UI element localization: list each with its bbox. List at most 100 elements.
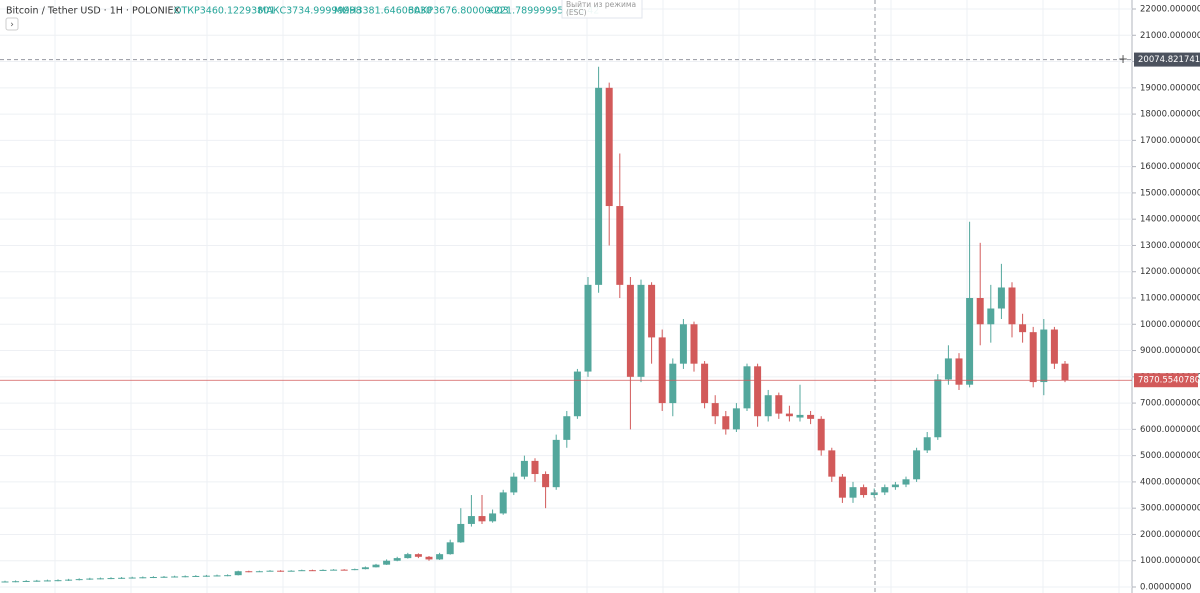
candle-body (414, 554, 422, 557)
candle-body (171, 576, 179, 578)
candle-body (224, 575, 232, 577)
ohlc-low: МИН3381.64606030 (334, 6, 432, 17)
candle-body (997, 287, 1005, 309)
candle-body (764, 395, 772, 417)
candle-body (510, 476, 518, 493)
candle-body (743, 366, 751, 409)
candle-body (499, 492, 507, 514)
candle-body (22, 580, 30, 582)
tooltip-line: (ESC) (566, 8, 587, 17)
candle-body (584, 284, 592, 372)
y-tick-label: 5000.00000000 (1140, 451, 1200, 461)
ohlc-change: +221.78999995 (+6.42 (486, 6, 599, 17)
crosshair-price-box (1134, 52, 1200, 67)
candle-body (552, 439, 560, 488)
candle-body (86, 578, 94, 580)
y-tick-label: 1000.00000000 (1140, 556, 1200, 566)
candle-body (351, 569, 359, 571)
symbol-title: Bitcoin / Tether USD · 1H · POLONIEX (6, 6, 181, 17)
candle-body (870, 492, 878, 496)
overlay: 7870.55407801 20074.82174109 + (0, 52, 1200, 388)
candle-body (266, 570, 274, 572)
candle-body (605, 87, 613, 207)
candle-body (446, 542, 454, 555)
y-tick-label: 19000.00000000 (1140, 83, 1200, 93)
candle-body (860, 487, 868, 496)
candle-body (626, 284, 634, 377)
candles (1, 66, 1069, 583)
candle-body (944, 358, 952, 380)
last-price-box (1134, 373, 1198, 388)
candle-body (340, 569, 348, 571)
candle-body (648, 284, 656, 338)
candle-body (796, 414, 804, 418)
y-tick-label: 10000.00000000 (1140, 320, 1200, 330)
crosshair-price-label: 20074.82174109 (1138, 55, 1200, 65)
candle-body (881, 487, 889, 493)
candle-body (1029, 332, 1037, 383)
candle-body (118, 577, 126, 579)
candle-body (33, 580, 41, 582)
expand-button[interactable] (5, 17, 19, 31)
candle-body (319, 569, 327, 571)
candle-body (637, 284, 645, 377)
candle-body (12, 581, 20, 583)
candle-body (679, 324, 687, 364)
candle-body (404, 554, 412, 559)
candle-body (701, 363, 709, 404)
y-tick-label: 14000.00000000 (1140, 215, 1200, 225)
tooltip-box (561, 0, 643, 19)
candle-body (531, 460, 539, 475)
candle-body (160, 576, 168, 578)
candle-body (595, 87, 603, 285)
candle-body (722, 416, 730, 430)
y-tick-label: 6000.00000000 (1140, 425, 1200, 435)
candle-body (372, 564, 380, 568)
candle-body (139, 577, 147, 579)
expand-icon: › (10, 20, 14, 30)
last-price-label: 7870.55407801 (1138, 376, 1200, 386)
candle-body (255, 571, 263, 573)
candle-body (934, 379, 942, 438)
candle-body (457, 523, 465, 543)
candle-body (308, 570, 316, 572)
candle-body (785, 413, 793, 417)
candle-body (987, 308, 995, 325)
candle-body (891, 484, 899, 488)
candle-body (436, 554, 444, 560)
y-tick-label: 11000.00000000 (1140, 294, 1200, 304)
candle-body (966, 298, 974, 385)
candle-body (658, 337, 666, 404)
crosshair-plus: + (1118, 52, 1128, 66)
ohlc-close: ЗАКР3676.80000003 (408, 6, 509, 17)
candle-body (817, 418, 825, 451)
y-tick-label: 17000.00000000 (1140, 136, 1200, 146)
y-tick-label: 18000.00000000 (1140, 110, 1200, 120)
candle-body (128, 577, 136, 579)
candle-body (669, 363, 677, 404)
candle-body (245, 571, 253, 573)
tooltip-line: Выйти из режима (566, 0, 636, 9)
candle-body (711, 403, 719, 417)
candle-body (287, 570, 295, 572)
y-tick-label: 13000.00000000 (1140, 241, 1200, 251)
candle-body (478, 516, 486, 522)
candle-body (828, 450, 836, 477)
candle-body (192, 575, 200, 577)
candle-body (913, 450, 921, 480)
y-tick-label: 12000.00000000 (1140, 267, 1200, 277)
candle-body (520, 460, 528, 477)
y-tick-label: 9000.00000000 (1140, 346, 1200, 356)
y-tick-label: 2000.00000000 (1140, 530, 1200, 540)
candle-body (955, 358, 963, 385)
candle-body (149, 577, 157, 579)
candle-body (849, 487, 857, 498)
candle-body (234, 571, 242, 576)
y-tick-label: 22000.00000000 (1140, 5, 1200, 15)
candle-body (43, 580, 51, 582)
candle-body (213, 575, 221, 577)
candle-body (1061, 363, 1069, 381)
y-tick-label: 16000.00000000 (1140, 162, 1200, 172)
candle-body (383, 560, 391, 565)
